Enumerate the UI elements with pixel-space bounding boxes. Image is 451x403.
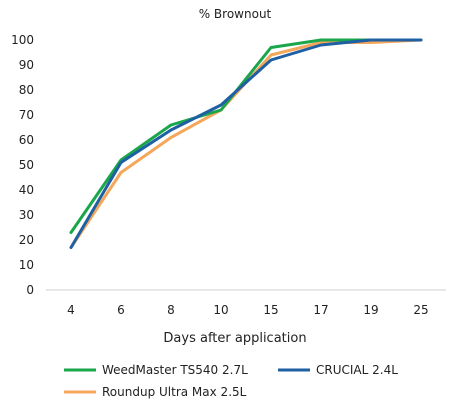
series-line-2 (69, 38, 423, 249)
x-tick-label: 6 (117, 303, 125, 317)
y-tick-label: 90 (19, 58, 34, 72)
y-axis-ticks: 0 10 20 30 40 50 60 70 80 90 100 (11, 33, 34, 297)
y-tick-label: 20 (19, 233, 34, 247)
x-tick-label: 15 (263, 303, 278, 317)
series-lines (69, 38, 423, 249)
legend: WeedMaster TS540 2.7L CRUCIAL 2.4L Roundup… (64, 363, 398, 399)
x-tick-label: 4 (67, 303, 75, 317)
x-tick-label: 19 (363, 303, 378, 317)
y-tick-label: 70 (19, 108, 34, 122)
y-tick-label: 10 (19, 258, 34, 272)
legend-label: CRUCIAL 2.4L (316, 363, 398, 377)
x-axis-ticks: 4 6 8 10 15 17 19 25 (67, 303, 428, 317)
y-tick-label: 100 (11, 33, 34, 47)
series-line-1 (69, 38, 423, 249)
legend-label: Roundup Ultra Max 2.5L (102, 385, 247, 399)
y-tick-label: 0 (26, 283, 34, 297)
y-tick-label: 80 (19, 83, 34, 97)
x-axis-title: Days after application (163, 331, 306, 346)
x-tick-label: 17 (313, 303, 328, 317)
legend-label: WeedMaster TS540 2.7L (102, 363, 248, 377)
chart-title: % Brownout (199, 7, 272, 21)
y-tick-label: 50 (19, 158, 34, 172)
x-tick-label: 10 (213, 303, 228, 317)
y-tick-label: 40 (19, 183, 34, 197)
y-tick-label: 30 (19, 208, 34, 222)
series-line-0 (69, 38, 423, 234)
x-tick-label: 25 (413, 303, 428, 317)
x-tick-label: 8 (167, 303, 175, 317)
y-tick-label: 60 (19, 133, 34, 147)
